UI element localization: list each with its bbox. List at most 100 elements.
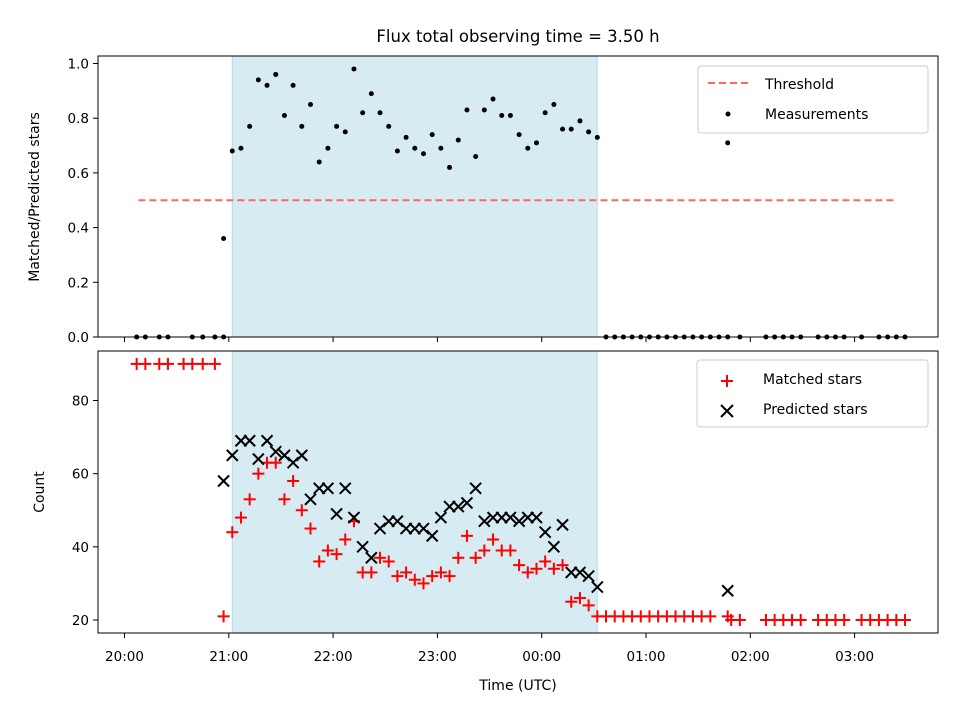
matched-star-point <box>287 474 300 487</box>
measurement-point <box>429 132 435 138</box>
top-y-ticks: 0.0 0.2 0.4 0.6 0.8 1.0 <box>68 57 98 346</box>
top-legend-box <box>697 65 929 134</box>
matched-star-point <box>339 533 352 546</box>
predicted-star-point <box>504 511 517 524</box>
legend-predicted-label: Predicted stars <box>763 402 868 418</box>
legend-matched-swatch <box>721 375 733 387</box>
measurement-point <box>273 71 279 77</box>
matched-star-point <box>434 566 447 579</box>
predicted-star-point <box>260 434 274 447</box>
matched-star-point <box>321 544 334 557</box>
measurement-point <box>438 145 444 151</box>
matched-star-point <box>460 529 473 542</box>
matched-star-point <box>208 357 221 370</box>
predicted-star-point <box>582 569 595 583</box>
measurement-point <box>455 137 461 143</box>
top-y-tick-label: 0.6 <box>68 166 89 182</box>
matched-star-point <box>161 357 174 370</box>
predicted-star-point <box>530 511 543 524</box>
measurement-point <box>525 145 531 151</box>
bottom-y-tick-label: 60 <box>72 467 89 483</box>
predicted-star-point <box>538 525 552 539</box>
predicted-star-point <box>573 566 587 579</box>
legend-measurements-label: Measurements <box>765 107 868 123</box>
measurement-point <box>490 96 496 102</box>
matched-star-point <box>278 493 291 506</box>
measurement-point <box>386 123 392 129</box>
top-legend: Threshold Measurements <box>697 65 929 134</box>
predicted-star-point <box>425 529 439 543</box>
matched-star-point <box>313 555 326 568</box>
measurement-point <box>403 134 409 140</box>
matched-star-point <box>504 544 517 557</box>
measurement-point <box>586 129 592 135</box>
matched-star-point <box>478 544 491 557</box>
matched-star-point <box>374 551 387 564</box>
matched-star-point <box>408 573 421 586</box>
matched-star-point <box>295 504 308 517</box>
matched-star-point <box>487 533 500 546</box>
matched-stars-points <box>130 357 912 626</box>
matched-star-point <box>443 570 456 583</box>
top-y-axis-label: Matched/Predicted stars <box>27 112 43 282</box>
matched-star-point <box>391 570 404 583</box>
measurement-point <box>551 102 557 108</box>
matched-star-point <box>794 614 807 626</box>
x-tick-label: 01:00 <box>627 649 666 665</box>
matched-star-point <box>426 570 439 583</box>
predicted-star-point <box>556 518 569 532</box>
matched-star-point <box>565 595 578 608</box>
matched-star-point <box>530 562 543 575</box>
matched-star-point <box>547 562 560 575</box>
measurement-point <box>533 140 539 146</box>
matched-star-point <box>733 614 746 626</box>
predicted-star-point <box>460 496 474 510</box>
matched-star-point <box>139 357 152 370</box>
measurement-point <box>255 77 261 83</box>
matched-star-point <box>838 614 851 626</box>
matched-star-point <box>196 357 209 370</box>
bottom-y-tick-label: 40 <box>72 540 89 556</box>
predicted-star-point <box>347 511 361 524</box>
top-y-tick-label: 0.0 <box>68 330 89 346</box>
predicted-star-point <box>217 474 230 488</box>
bottom-x-ticks: 20:00 21:00 22:00 23:00 00:00 01:00 02:00 03:00 <box>105 633 874 665</box>
legend-measurements-swatch <box>725 111 731 117</box>
legend-threshold-label: Threshold <box>764 77 834 93</box>
matched-star-point <box>382 555 395 568</box>
matched-star-point <box>417 577 430 590</box>
measurement-point <box>542 110 548 116</box>
top-y-tick-label: 0.4 <box>68 221 89 237</box>
x-tick-label: 00:00 <box>522 649 561 665</box>
x-tick-label: 20:00 <box>105 649 144 665</box>
predicted-star-point <box>304 493 317 506</box>
measurement-point <box>308 102 314 108</box>
top-y-tick-label: 0.8 <box>68 111 89 127</box>
x-tick-label: 03:00 <box>835 649 874 665</box>
matched-star-point <box>226 526 239 539</box>
top-y-tick-label: 1.0 <box>68 57 89 73</box>
matched-star-point <box>243 493 256 506</box>
chart-title: Flux total observing time = 3.50 h <box>376 27 659 46</box>
top-x-ticks <box>124 337 856 342</box>
top-axes-frame <box>97 55 939 338</box>
measurement-point <box>229 148 235 154</box>
matched-star-point <box>899 614 912 626</box>
predicted-star-point <box>295 449 309 462</box>
bottom-legend-box <box>696 359 929 428</box>
measurement-point <box>594 134 600 140</box>
predicted-star-point <box>547 540 561 554</box>
measurement-point <box>281 112 287 118</box>
matched-star-point <box>521 566 534 579</box>
predicted-star-point <box>434 511 448 524</box>
predicted-stars-points <box>217 434 734 597</box>
matched-star-point <box>269 456 282 469</box>
matched-star-point <box>304 522 317 535</box>
predicted-star-point <box>321 482 335 495</box>
matched-star-point <box>582 599 595 612</box>
bottom-axes-frame <box>97 350 939 634</box>
measurement-point <box>351 66 357 72</box>
matched-star-point <box>252 467 265 480</box>
measurement-point <box>473 153 479 159</box>
predicted-star-point <box>478 515 491 528</box>
